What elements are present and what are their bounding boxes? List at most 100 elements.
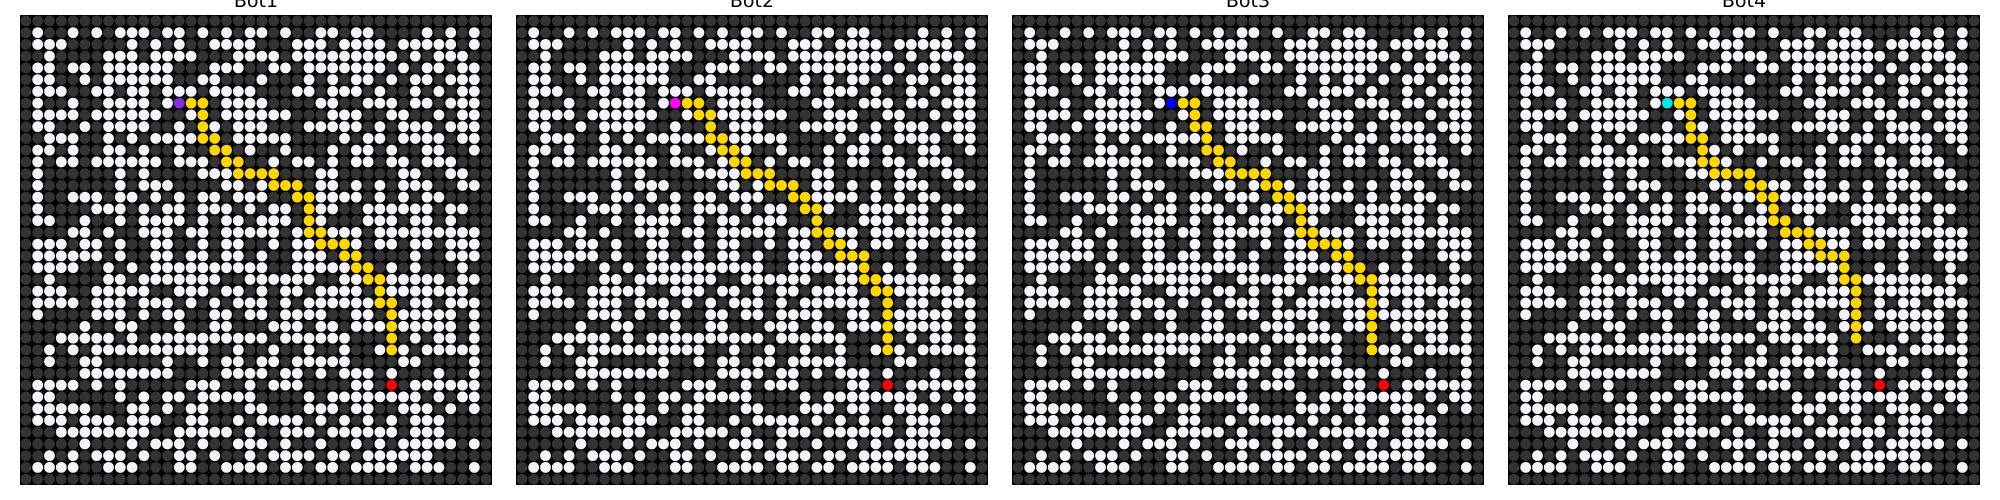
blocked-cell xyxy=(917,473,929,485)
blocked-cell xyxy=(787,168,799,180)
blocked-cell xyxy=(291,168,303,180)
open-cell xyxy=(1177,461,1189,473)
blocked-cell xyxy=(433,450,445,462)
blocked-cell xyxy=(79,132,91,144)
open-cell xyxy=(1283,332,1295,344)
blocked-cell xyxy=(1331,15,1342,27)
open-cell xyxy=(622,461,634,473)
open-cell xyxy=(232,215,244,227)
blocked-cell xyxy=(20,27,32,39)
blocked-cell xyxy=(1012,367,1024,379)
open-cell xyxy=(787,250,799,262)
blocked-cell xyxy=(55,191,67,203)
open-cell xyxy=(669,262,681,274)
blocked-cell xyxy=(1036,203,1047,215)
blocked-cell xyxy=(1248,15,1260,27)
panel-bot2: Bot2 xyxy=(516,0,988,500)
blocked-cell xyxy=(1390,50,1401,62)
open-cell xyxy=(1425,391,1437,403)
open-cell xyxy=(599,97,610,109)
open-cell xyxy=(563,226,575,238)
open-cell xyxy=(846,320,858,332)
blocked-cell xyxy=(540,156,551,168)
open-cell xyxy=(1224,50,1236,62)
open-cell xyxy=(693,426,705,438)
path-cell xyxy=(1189,109,1201,121)
open-cell xyxy=(173,156,185,168)
open-cell xyxy=(1260,356,1272,368)
open-cell xyxy=(398,62,409,74)
open-cell xyxy=(870,344,882,356)
open-cell xyxy=(1165,156,1177,168)
blocked-cell xyxy=(1437,262,1449,274)
blocked-cell xyxy=(457,15,468,27)
path-cell xyxy=(1331,238,1342,250)
open-cell xyxy=(1118,109,1130,121)
blocked-cell xyxy=(350,414,362,426)
blocked-cell xyxy=(197,320,209,332)
open-cell xyxy=(1449,179,1460,191)
blocked-cell xyxy=(1201,156,1213,168)
open-cell xyxy=(1248,285,1260,297)
open-cell xyxy=(32,403,44,415)
open-cell xyxy=(705,203,717,215)
blocked-cell xyxy=(480,438,492,450)
blocked-cell xyxy=(575,179,587,191)
open-cell xyxy=(811,250,823,262)
open-cell xyxy=(138,85,150,97)
open-cell xyxy=(1130,215,1142,227)
blocked-cell xyxy=(858,438,870,450)
open-cell xyxy=(728,391,740,403)
open-cell xyxy=(776,414,787,426)
open-cell xyxy=(1142,74,1154,86)
open-cell xyxy=(162,97,173,109)
open-cell xyxy=(32,215,44,227)
blocked-cell xyxy=(1095,238,1106,250)
blocked-cell xyxy=(728,379,740,391)
path-cell xyxy=(374,273,386,285)
blocked-cell xyxy=(20,309,32,321)
blocked-cell xyxy=(1331,144,1342,156)
blocked-cell xyxy=(669,226,681,238)
open-cell xyxy=(433,367,445,379)
blocked-cell xyxy=(398,144,409,156)
blocked-cell xyxy=(315,426,327,438)
blocked-cell xyxy=(185,62,197,74)
open-cell xyxy=(811,414,823,426)
open-cell xyxy=(1260,203,1272,215)
blocked-cell xyxy=(1413,168,1425,180)
open-cell xyxy=(610,391,622,403)
blocked-cell xyxy=(138,438,150,450)
blocked-cell xyxy=(221,438,232,450)
blocked-cell xyxy=(44,473,55,485)
open-cell xyxy=(528,461,540,473)
blocked-cell xyxy=(1130,461,1142,473)
blocked-cell xyxy=(599,27,610,39)
blocked-cell xyxy=(941,62,953,74)
open-cell xyxy=(1224,285,1236,297)
open-cell xyxy=(1331,226,1342,238)
open-cell xyxy=(232,332,244,344)
blocked-cell xyxy=(291,121,303,133)
open-cell xyxy=(197,168,209,180)
blocked-cell xyxy=(846,15,858,27)
open-cell xyxy=(362,414,374,426)
blocked-cell xyxy=(587,461,599,473)
open-cell xyxy=(905,461,917,473)
blocked-cell xyxy=(1768,50,1779,62)
open-cell xyxy=(846,121,858,133)
open-cell xyxy=(1130,121,1142,133)
blocked-cell xyxy=(374,473,386,485)
path-cell xyxy=(1272,191,1283,203)
blocked-cell xyxy=(268,144,280,156)
open-cell xyxy=(1295,62,1307,74)
blocked-cell xyxy=(976,168,988,180)
blocked-cell xyxy=(1366,356,1378,368)
blocked-cell xyxy=(693,15,705,27)
blocked-cell xyxy=(44,97,55,109)
blocked-cell xyxy=(91,403,103,415)
open-cell xyxy=(1248,438,1260,450)
open-cell xyxy=(327,450,339,462)
open-cell xyxy=(303,121,315,133)
open-cell xyxy=(103,50,114,62)
